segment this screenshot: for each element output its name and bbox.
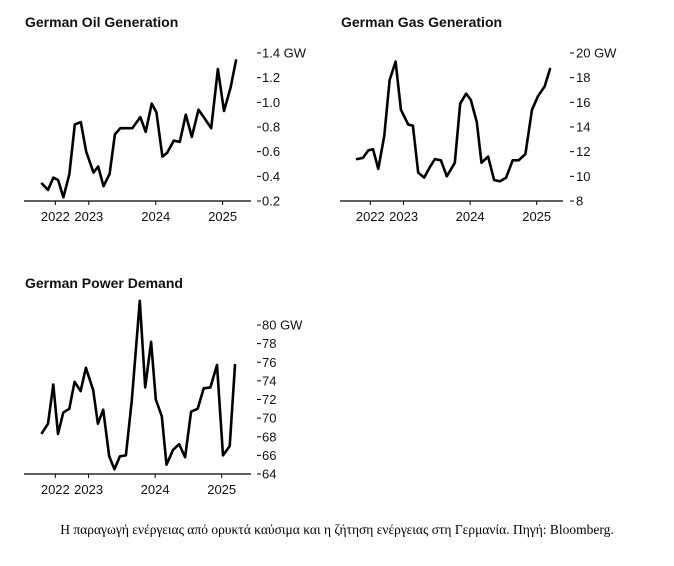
y-tick-label: 72	[262, 392, 276, 407]
x-tick-label: 2022	[356, 209, 385, 224]
y-tick-label: 0.2	[262, 194, 280, 209]
y-tick-label: 20 GW	[576, 46, 617, 61]
chart-title: German Gas Generation	[341, 14, 502, 30]
y-tick-label: 1.4 GW	[262, 46, 307, 61]
y-tick-label: 14	[576, 120, 590, 135]
y-tick-label: 70	[262, 411, 276, 426]
y-tick-label: 16	[576, 95, 590, 110]
y-tick-label: 66	[262, 448, 276, 463]
x-tick-label: 2024	[141, 209, 170, 224]
x-tick-label: 2022	[41, 482, 70, 497]
y-tick-label: 12	[576, 144, 590, 159]
x-tick-label: 2025	[208, 209, 237, 224]
y-tick-label: 1.0	[262, 95, 280, 110]
x-tick-label: 2024	[456, 209, 485, 224]
y-tick-label: 1.2	[262, 70, 280, 85]
y-tick-label: 64	[262, 467, 276, 482]
series-line	[40, 299, 237, 471]
x-tick-label: 2023	[74, 482, 103, 497]
y-tick-label: 76	[262, 355, 276, 370]
y-tick-label: 68	[262, 429, 276, 444]
x-tick-label: 2023	[389, 209, 418, 224]
y-tick-label: 0.6	[262, 144, 280, 159]
y-tick-label: 80 GW	[262, 318, 303, 333]
chart-title: German Power Demand	[25, 275, 183, 291]
chart-oil: German Oil Generation 2022 2023 2024 2025 1.4…	[24, 14, 307, 224]
y-tick-label: 74	[262, 373, 276, 388]
x-tick-label: 2023	[74, 209, 103, 224]
series-line	[40, 59, 238, 199]
x-tick-label: 2025	[522, 209, 551, 224]
chart-gas: German Gas Generation 2022 2023 2024 2025 20 …	[340, 14, 617, 224]
figure-caption: Η παραγωγή ενέργειας από ορυκτά καύσιμα …	[60, 522, 614, 537]
y-tick-label: 0.8	[262, 120, 280, 135]
y-tick-label: 78	[262, 336, 276, 351]
chart-title: German Oil Generation	[25, 14, 178, 30]
y-tick-label: 8	[576, 194, 583, 209]
y-tick-label: 0.4	[262, 169, 280, 184]
y-tick-label: 18	[576, 70, 590, 85]
series-line	[355, 60, 552, 183]
chart-power: German Power Demand 2022 2023 2024 2025 80 GW…	[24, 275, 303, 497]
x-tick-label: 2025	[207, 482, 236, 497]
x-tick-label: 2024	[141, 482, 170, 497]
y-tick-label: 10	[576, 169, 590, 184]
x-tick-label: 2022	[41, 209, 70, 224]
